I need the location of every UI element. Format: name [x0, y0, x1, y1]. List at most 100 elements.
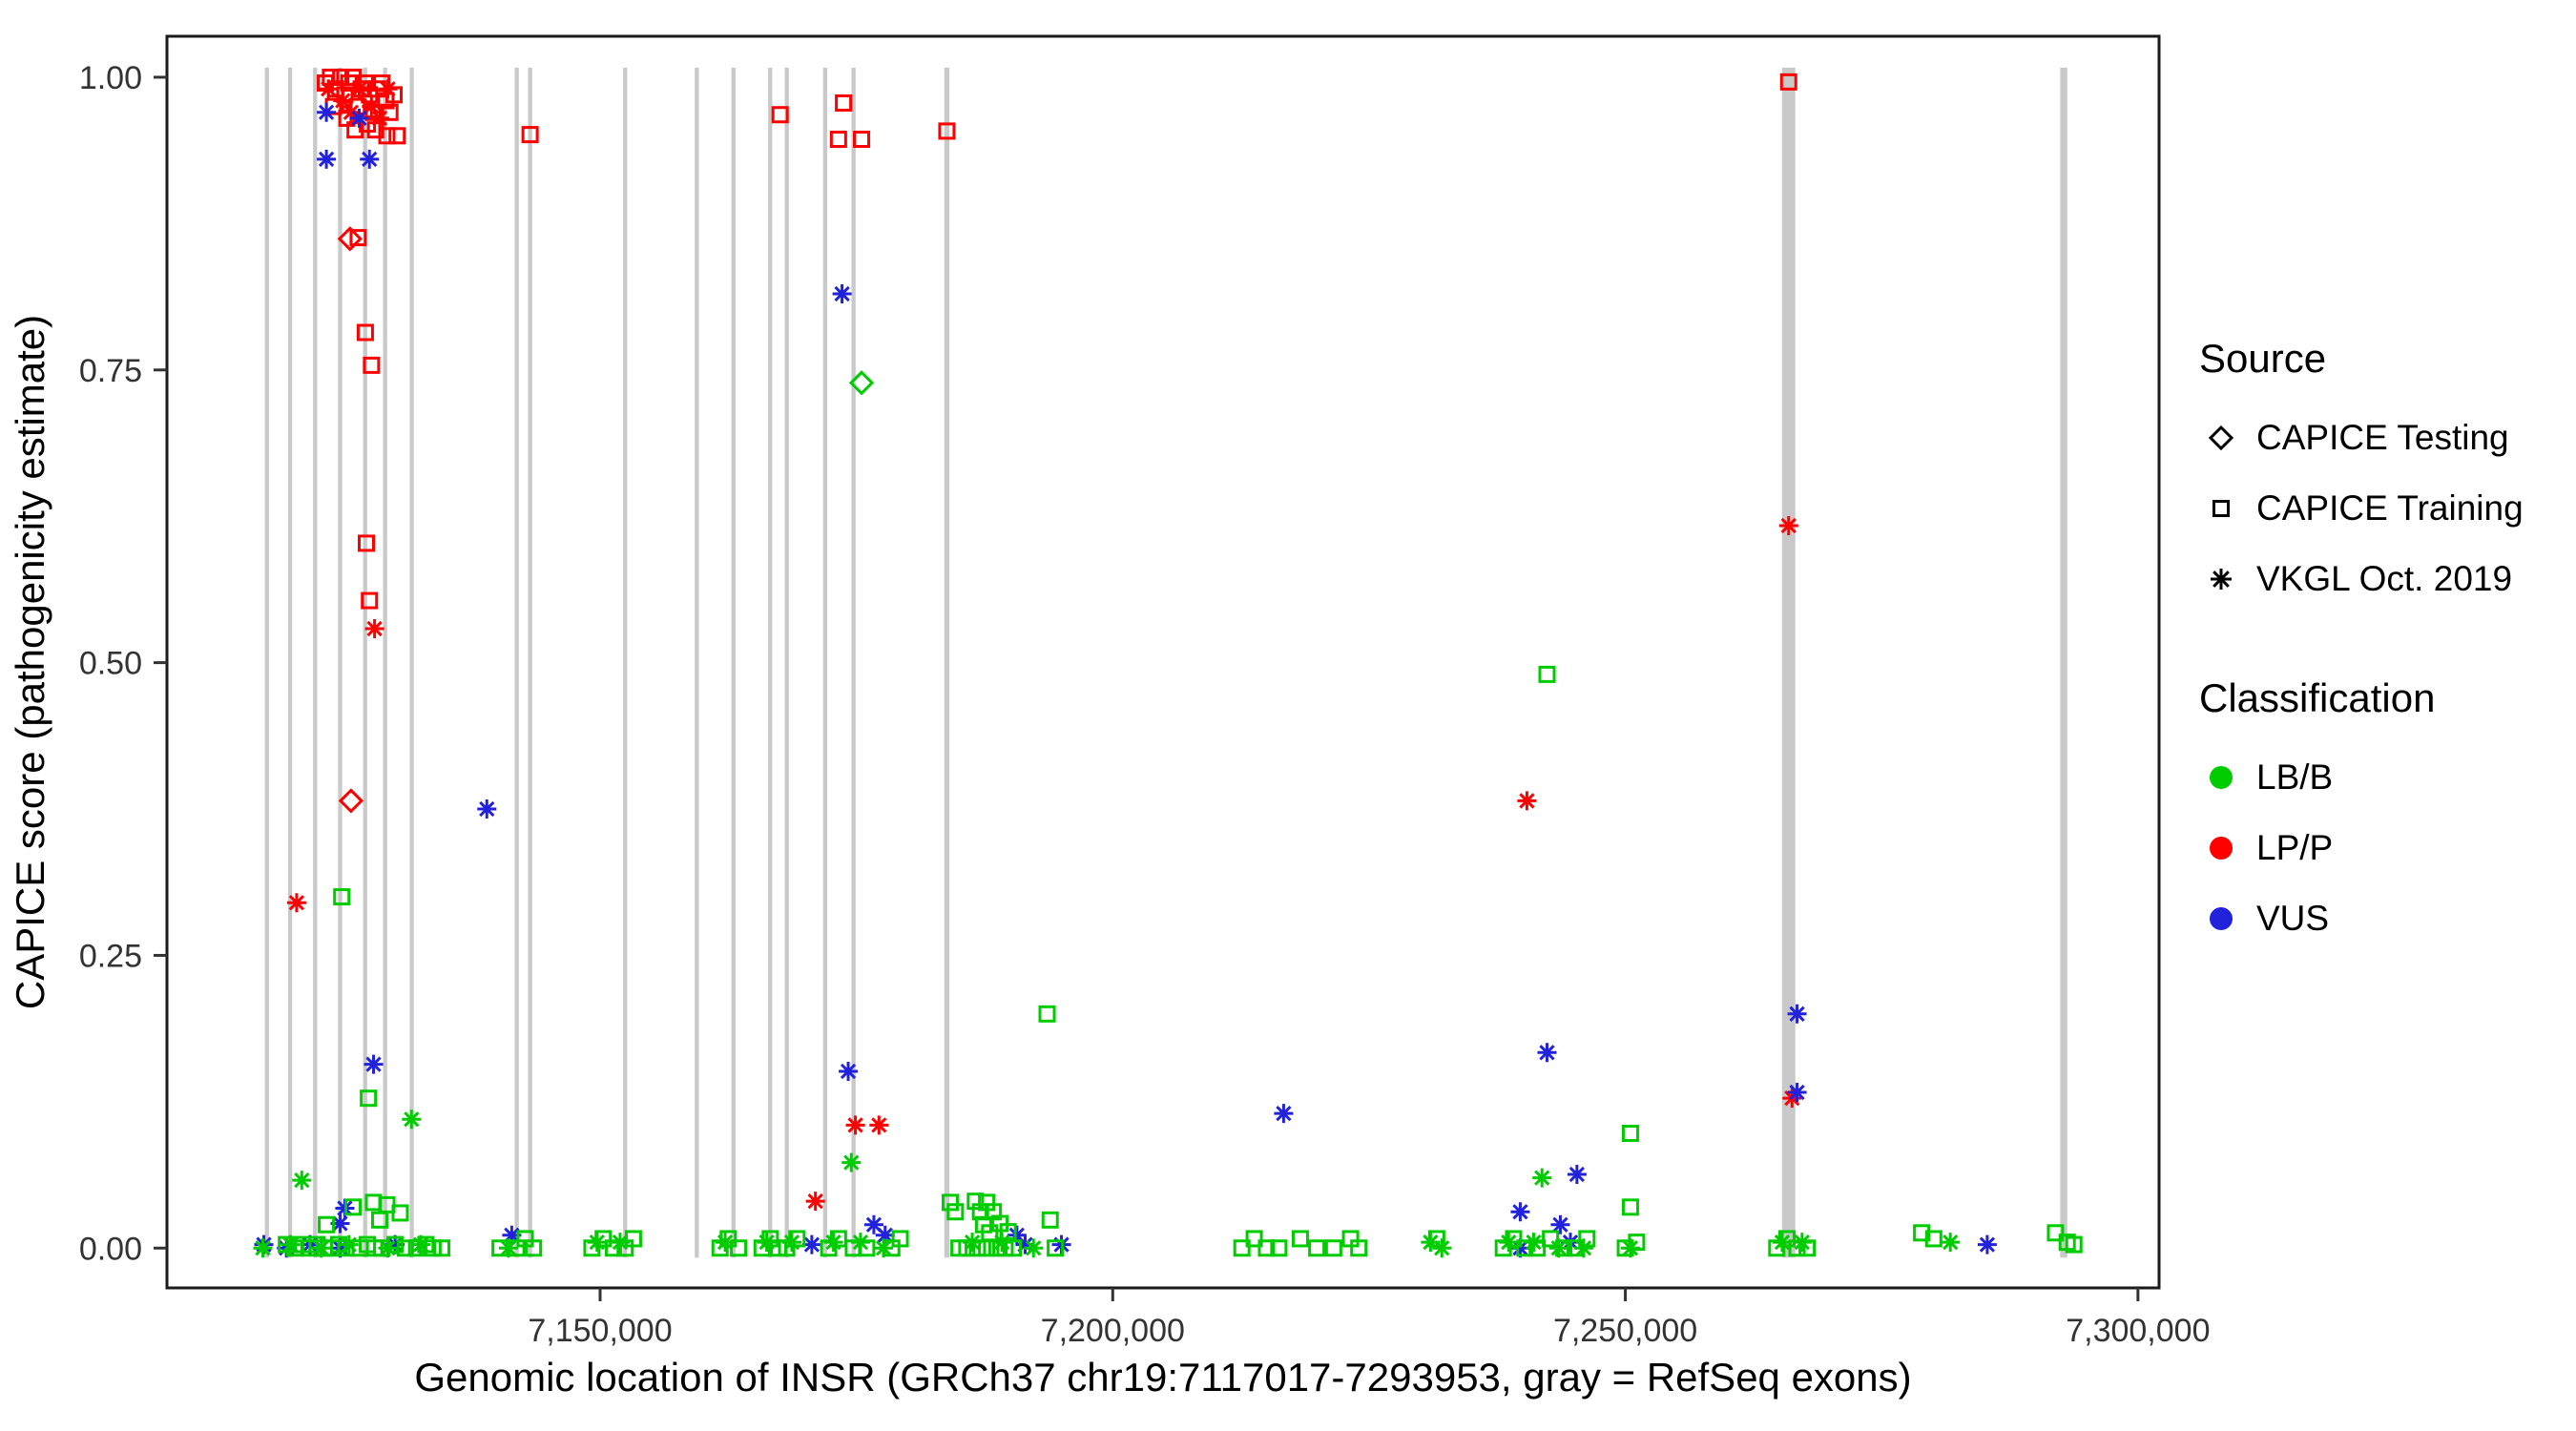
data-point-diamond: [337, 226, 363, 252]
data-point-square: [624, 1230, 642, 1248]
data-point-asterisk: [1977, 1234, 1997, 1255]
data-point-asterisk: [378, 1238, 398, 1258]
legend-item-lpp: LP/P: [2199, 813, 2524, 883]
blue-dot-icon: [2199, 907, 2243, 930]
green-dot-icon: [2199, 766, 2243, 789]
data-point-asterisk: [341, 102, 361, 122]
data-point-asterisk: [1274, 1104, 1294, 1124]
data-point-asterisk: [1421, 1233, 1441, 1253]
y-axis-tick-label: 0.25: [79, 938, 142, 974]
data-point-asterisk: [1573, 1238, 1593, 1258]
legend-item-label: CAPICE Training: [2256, 488, 2524, 528]
data-point-asterisk: [874, 1238, 894, 1258]
data-point-square: [853, 131, 871, 149]
data-point-asterisk: [850, 1233, 870, 1253]
x-axis-tick-label: 7,250,000: [1553, 1313, 1697, 1349]
data-point-asterisk: [364, 1054, 384, 1074]
x-axis-title: Genomic location of INSR (GRCh37 chr19:7…: [414, 1355, 1911, 1400]
data-point-square: [1924, 1230, 1942, 1248]
data-point-asterisk: [1510, 1202, 1530, 1222]
data-point-square: [2065, 1235, 2083, 1254]
data-point-square: [1270, 1239, 1288, 1257]
data-point-asterisk: [1537, 1043, 1557, 1063]
data-point-asterisk: [362, 96, 382, 116]
legend-item-capice-testing: CAPICE Testing: [2199, 403, 2524, 473]
y-axis-tick-label: 1.00: [79, 60, 142, 96]
data-point-asterisk: [292, 1171, 312, 1191]
data-point-square: [344, 1198, 363, 1216]
data-point-asterisk: [311, 1238, 331, 1258]
data-point-asterisk: [502, 1225, 522, 1245]
exon-line: [514, 67, 519, 1258]
data-point-asterisk: [1772, 1233, 1792, 1253]
data-point-square: [363, 356, 381, 374]
data-point-square: [396, 1239, 414, 1257]
data-point-asterisk: [845, 1115, 865, 1135]
legend-item-capice-training: CAPICE Training: [2199, 473, 2524, 544]
data-point-asterisk: [823, 1233, 843, 1253]
data-point-asterisk: [587, 1233, 607, 1253]
data-point-asterisk: [339, 1234, 359, 1255]
data-point-square: [999, 1223, 1017, 1241]
data-point-square: [771, 106, 789, 124]
legend: Source CAPICE Testing CAPICE Training: [2199, 336, 2524, 954]
y-axis-tick-label: 0.50: [79, 646, 142, 682]
data-point-asterisk: [1792, 1233, 1812, 1253]
data-point-square: [835, 93, 853, 112]
legend-item-label: LP/P: [2256, 828, 2334, 867]
data-point-square: [941, 1193, 959, 1212]
data-point-asterisk: [1567, 1164, 1587, 1184]
data-point-square: [966, 1192, 985, 1211]
legend-item-vkgl: VKGL Oct. 2019: [2199, 544, 2524, 614]
legend-source-group: Source CAPICE Testing CAPICE Training: [2199, 336, 2524, 614]
data-point-square: [378, 127, 396, 145]
data-point-square: [1233, 1239, 1251, 1257]
data-point-asterisk: [1524, 1233, 1544, 1253]
data-point-asterisk: [349, 79, 369, 99]
data-point-asterisk: [801, 1234, 821, 1255]
data-point-square: [333, 888, 351, 906]
square-icon: [2199, 487, 2243, 530]
data-point-asterisk: [498, 1238, 518, 1258]
red-dot-icon: [2199, 837, 2243, 860]
data-point-asterisk: [805, 1192, 825, 1212]
data-point-asterisk: [1007, 1225, 1027, 1245]
data-point-asterisk: [992, 1233, 1012, 1253]
exon-line: [731, 67, 736, 1258]
data-point-asterisk: [1015, 1234, 1035, 1255]
exon-line: [287, 67, 293, 1258]
data-point-asterisk: [1024, 1238, 1044, 1258]
data-point-asterisk: [841, 1152, 862, 1172]
data-point-asterisk: [1499, 1233, 1519, 1253]
exon-line: [822, 67, 828, 1258]
data-point-asterisk: [1548, 1238, 1568, 1258]
x-axis-tick-label: 7,200,000: [1041, 1313, 1185, 1349]
data-point-square: [1538, 665, 1556, 683]
data-point-asterisk: [477, 799, 497, 819]
data-point-square: [361, 591, 379, 610]
exon-line: [383, 67, 387, 1258]
data-point-asterisk: [410, 1234, 430, 1255]
data-point-square: [525, 1239, 543, 1257]
data-point-asterisk: [1620, 1238, 1640, 1258]
data-point-asterisk: [1432, 1238, 1452, 1258]
asterisk-icon: [2199, 557, 2243, 601]
data-point-asterisk: [317, 149, 337, 169]
data-point-square: [370, 1211, 388, 1229]
data-point-asterisk: [1550, 1214, 1570, 1234]
exon-line: [338, 67, 343, 1258]
legend-classification-group: Classification LB/B LP/P VUS: [2199, 675, 2524, 954]
data-point-asterisk: [875, 1225, 895, 1245]
data-point-square: [2046, 1224, 2065, 1242]
data-point-square: [1257, 1239, 1276, 1257]
data-point-asterisk: [1787, 1083, 1807, 1103]
legend-item-label: VUS: [2256, 899, 2330, 938]
data-point-square: [891, 1230, 909, 1248]
data-point-asterisk: [385, 1234, 405, 1255]
exon-line: [695, 67, 699, 1258]
x-axis-tick-label: 7,300,000: [2066, 1313, 2210, 1349]
legend-item-label: CAPICE Testing: [2256, 418, 2509, 457]
legend-source-title: Source: [2199, 336, 2327, 381]
